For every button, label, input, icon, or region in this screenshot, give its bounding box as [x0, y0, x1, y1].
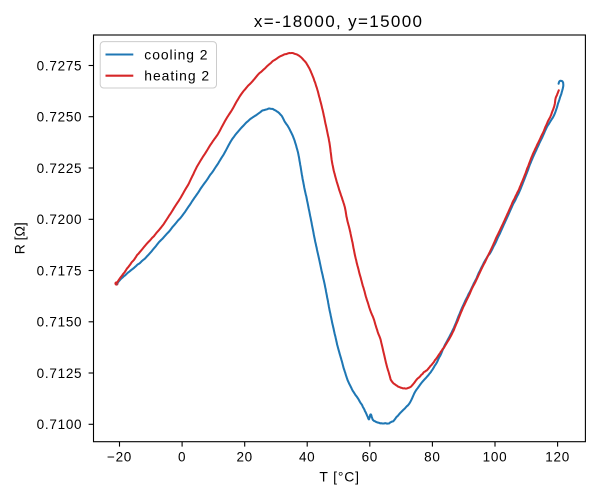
- svg-text:0.7200: 0.7200: [37, 212, 83, 227]
- svg-text:80: 80: [424, 450, 440, 465]
- svg-text:0: 0: [178, 450, 186, 465]
- svg-text:0.7125: 0.7125: [37, 366, 83, 381]
- svg-text:0.7100: 0.7100: [37, 417, 83, 432]
- svg-text:100: 100: [483, 450, 508, 465]
- svg-text:cooling 2: cooling 2: [144, 46, 208, 62]
- svg-text:heating 2: heating 2: [144, 68, 210, 84]
- svg-text:20: 20: [236, 450, 252, 465]
- svg-text:0.7175: 0.7175: [37, 263, 83, 278]
- svg-text:T [°C]: T [°C]: [319, 469, 360, 485]
- svg-text:x=-18000, y=15000: x=-18000, y=15000: [254, 12, 423, 31]
- svg-text:40: 40: [299, 450, 315, 465]
- svg-text:−20: −20: [107, 450, 132, 465]
- svg-text:0.7275: 0.7275: [37, 58, 83, 73]
- svg-text:60: 60: [362, 450, 378, 465]
- svg-text:0.7150: 0.7150: [37, 315, 83, 330]
- svg-text:R [Ω]: R [Ω]: [12, 222, 28, 254]
- svg-text:0.7250: 0.7250: [37, 110, 83, 125]
- svg-text:120: 120: [545, 450, 570, 465]
- svg-text:0.7225: 0.7225: [37, 161, 83, 176]
